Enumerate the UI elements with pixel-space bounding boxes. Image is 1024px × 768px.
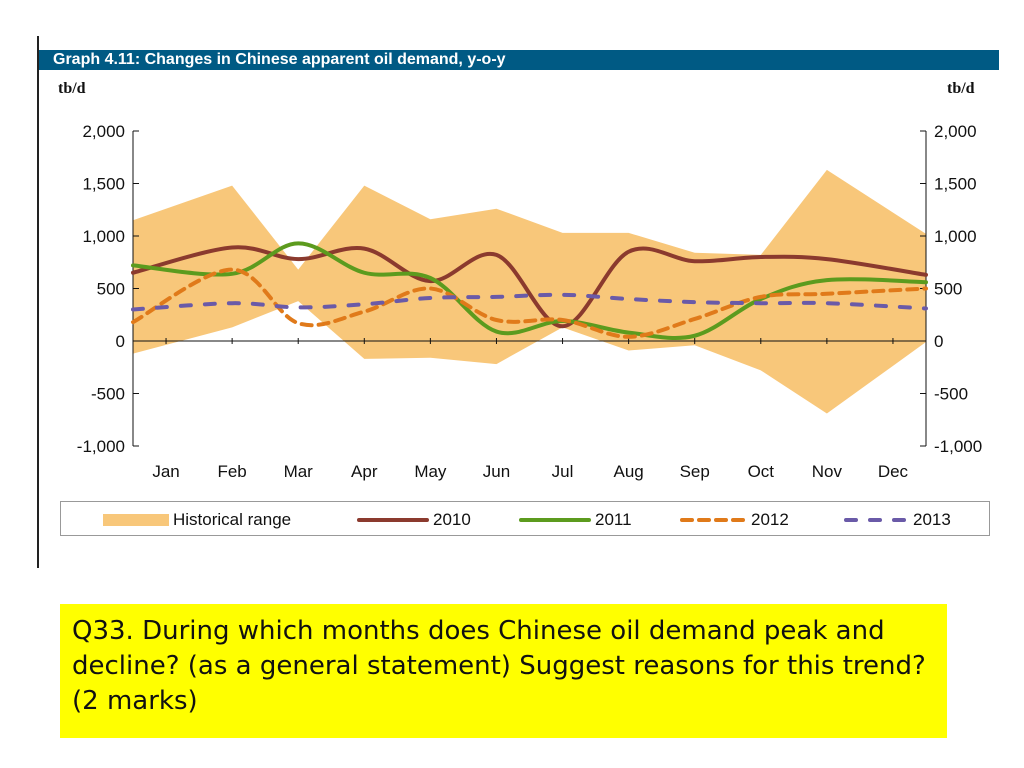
x-tick-label: Mar bbox=[284, 462, 314, 481]
y-tick-label-right: 2,000 bbox=[934, 122, 977, 141]
legend-item-historical: Historical range bbox=[103, 502, 291, 537]
y-tick-label-left: 500 bbox=[97, 280, 125, 299]
y-tick-label-left: 1,500 bbox=[82, 175, 125, 194]
y-tick-label-right: 1,500 bbox=[934, 175, 977, 194]
x-tick-label: Jan bbox=[152, 462, 179, 481]
y-axis-unit-left: tb/d bbox=[58, 80, 86, 97]
series-line-2013 bbox=[131, 292, 928, 312]
legend-swatch-2013 bbox=[844, 517, 907, 522]
y-tick-label-right: 1,000 bbox=[934, 227, 977, 246]
y-tick-label-right: -1,000 bbox=[934, 437, 982, 456]
x-tick-label: Dec bbox=[878, 462, 909, 481]
series-line-2010 bbox=[131, 245, 928, 329]
x-tick-label: Nov bbox=[812, 462, 843, 481]
legend-swatch-2011 bbox=[519, 517, 591, 522]
y-tick-label-left: 1,000 bbox=[82, 227, 125, 246]
legend-item-2013: 2013 bbox=[843, 502, 951, 537]
legend-swatch-2012 bbox=[680, 517, 745, 522]
y-tick-label-left: -500 bbox=[91, 385, 125, 404]
legend-item-2011: 2011 bbox=[519, 502, 632, 537]
x-tick-label: Oct bbox=[748, 462, 775, 481]
legend-label-2010: 2010 bbox=[433, 509, 471, 529]
legend-item-2010: 2010 bbox=[357, 502, 471, 537]
x-tick-label: Sep bbox=[680, 462, 710, 481]
legend: Historical range 2010 2011 2012 2013 bbox=[60, 501, 990, 536]
legend-label-2012: 2012 bbox=[751, 509, 789, 529]
legend-label-historical: Historical range bbox=[173, 509, 292, 529]
question-box: Q33. During which months does Chinese oi… bbox=[60, 604, 947, 738]
x-tick-label: Jul bbox=[552, 462, 574, 481]
y-tick-label-left: 0 bbox=[116, 332, 125, 351]
y-tick-label-right: 0 bbox=[934, 332, 943, 351]
left-rule bbox=[37, 36, 39, 568]
y-tick-label-left: -1,000 bbox=[77, 437, 125, 456]
legend-swatch-historical bbox=[103, 513, 169, 526]
y-axis-unit-right: tb/d bbox=[947, 80, 975, 97]
y-tick-label-right: 500 bbox=[934, 280, 962, 299]
x-tick-label: Jun bbox=[483, 462, 510, 481]
chart-title: Graph 4.11: Changes in Chinese apparent … bbox=[39, 50, 999, 70]
x-tick-label: Aug bbox=[614, 462, 644, 481]
y-tick-label-left: 2,000 bbox=[82, 122, 125, 141]
x-tick-label: Feb bbox=[217, 462, 246, 481]
legend-label-2013: 2013 bbox=[913, 509, 951, 529]
legend-label-2011: 2011 bbox=[595, 509, 632, 529]
legend-item-2012: 2012 bbox=[679, 502, 789, 537]
legend-swatch-2010 bbox=[357, 517, 429, 522]
chart-plot: 2,000 2,000 1,500 1,500 1,000 1,000 500 500 0 0 -5… bbox=[77, 122, 982, 481]
x-tick-label: May bbox=[414, 462, 447, 481]
series-line-2011 bbox=[131, 241, 928, 340]
x-tick-label: Apr bbox=[351, 462, 378, 481]
y-tick-label-right: -500 bbox=[934, 385, 968, 404]
